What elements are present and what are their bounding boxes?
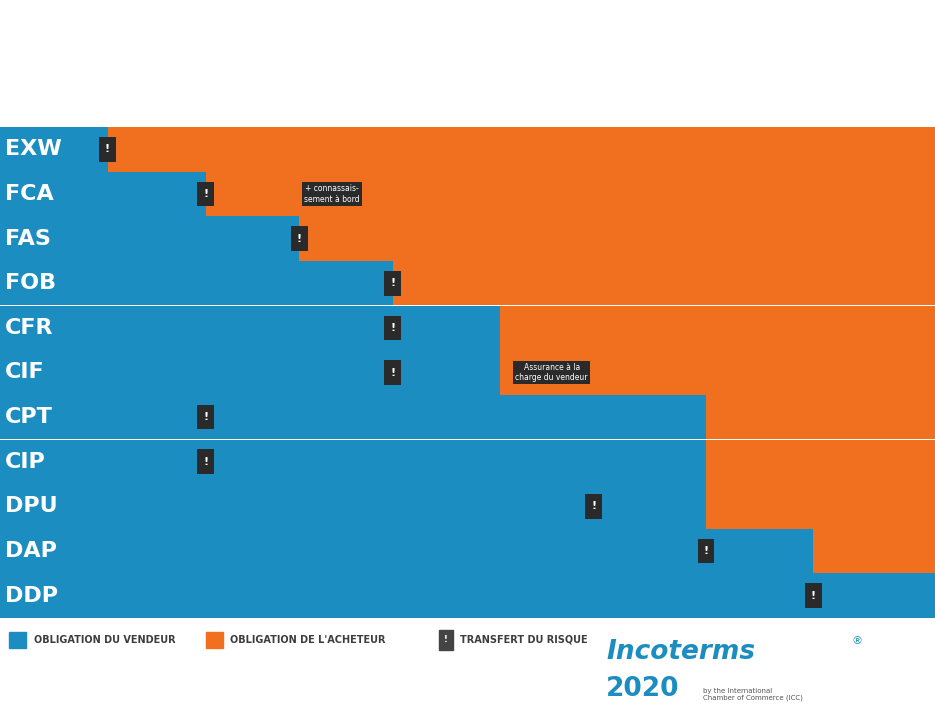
Bar (9, 632, 26, 648)
Text: FAS: FAS (5, 229, 50, 249)
Bar (706, 395, 935, 439)
Text: 2020: 2020 (606, 676, 680, 702)
Text: Incoterms: Incoterms (606, 638, 755, 665)
Bar (197, 450, 214, 474)
Bar (0, 261, 393, 305)
Bar (291, 227, 308, 251)
Bar (0, 395, 706, 439)
Bar (108, 127, 935, 172)
Text: ENTREPOT
VENDEUR: ENTREPOT VENDEUR (853, 104, 896, 117)
Text: Assurance à la
charge du vendeur: Assurance à la charge du vendeur (515, 363, 588, 383)
Bar (805, 583, 822, 608)
Bar (698, 539, 714, 563)
Text: !: ! (390, 278, 396, 288)
Text: !: ! (203, 457, 209, 467)
Text: FCA: FCA (5, 184, 53, 204)
Bar (206, 632, 223, 648)
Bar (706, 440, 935, 484)
Text: !: ! (811, 591, 816, 601)
Text: ARRIVEE: ARRIVEE (529, 108, 565, 114)
Text: !: ! (390, 368, 396, 378)
Text: !: ! (296, 234, 302, 244)
Bar (706, 484, 935, 528)
Bar (500, 306, 935, 350)
Bar (384, 315, 401, 340)
Text: CIP: CIP (5, 452, 46, 472)
Text: DPU: DPU (5, 496, 57, 516)
Text: !: ! (390, 323, 396, 333)
Text: PLATEFORME DE
CHARGEMENT: PLATEFORME DE CHARGEMENT (312, 104, 380, 117)
Bar (0, 440, 706, 484)
Text: DDP: DDP (5, 586, 58, 606)
Text: INCOTERMS: INCOTERMS (30, 108, 78, 114)
Bar (0, 127, 108, 172)
Text: VENDEUR: VENDEUR (137, 108, 176, 114)
Text: by the International
Chamber of Commerce (ICC): by the International Chamber of Commerce… (703, 688, 803, 701)
Bar (393, 261, 935, 305)
Text: !: ! (203, 412, 209, 422)
Text: DECHARGEMENT
PORT D'ARRIVEE: DECHARGEMENT PORT D'ARRIVEE (616, 104, 683, 117)
Text: FOB: FOB (5, 273, 56, 293)
Bar (384, 360, 401, 385)
Text: !: ! (591, 501, 597, 511)
Bar (0, 350, 500, 395)
Text: !: ! (105, 144, 110, 154)
Text: ®: ® (852, 636, 863, 646)
Bar (0, 573, 935, 618)
Bar (0, 484, 706, 528)
Text: EXW: EXW (5, 139, 62, 159)
Bar (99, 137, 116, 162)
Bar (500, 350, 935, 395)
Bar (0, 529, 813, 573)
Bar (384, 271, 401, 295)
Text: !: ! (203, 189, 209, 199)
Text: CPT: CPT (5, 407, 52, 427)
Text: TRANSFERT DU RISQUE: TRANSFERT DU RISQUE (460, 635, 587, 645)
Text: CFR: CFR (5, 318, 53, 338)
Text: OBLIGATION DU VENDEUR: OBLIGATION DU VENDEUR (34, 635, 175, 645)
Bar (0, 306, 500, 350)
Bar (197, 182, 214, 206)
Bar (813, 529, 935, 573)
Bar (197, 405, 214, 430)
Text: !: ! (444, 636, 448, 644)
Bar (0, 172, 206, 216)
Text: !: ! (703, 546, 709, 556)
Bar (585, 494, 602, 518)
Text: OBLIGATION DE L'ACHETEUR: OBLIGATION DE L'ACHETEUR (230, 635, 385, 645)
Text: DAP: DAP (5, 541, 56, 561)
Text: TRANSPORT
PRINCIPAL: TRANSPORT PRINCIPAL (422, 104, 471, 117)
Bar (206, 172, 935, 216)
Text: PREMIER
TRANSPORTEUR: PREMIER TRANSPORTEUR (220, 104, 285, 117)
Bar (299, 217, 935, 261)
Text: + connassais-
sement à bord: + connassais- sement à bord (304, 184, 360, 204)
Text: LIEU DE
DESTINATION: LIEU DE DESTINATION (732, 104, 787, 117)
Bar (439, 630, 453, 650)
Text: CIF: CIF (5, 363, 44, 383)
Bar (0, 217, 299, 261)
